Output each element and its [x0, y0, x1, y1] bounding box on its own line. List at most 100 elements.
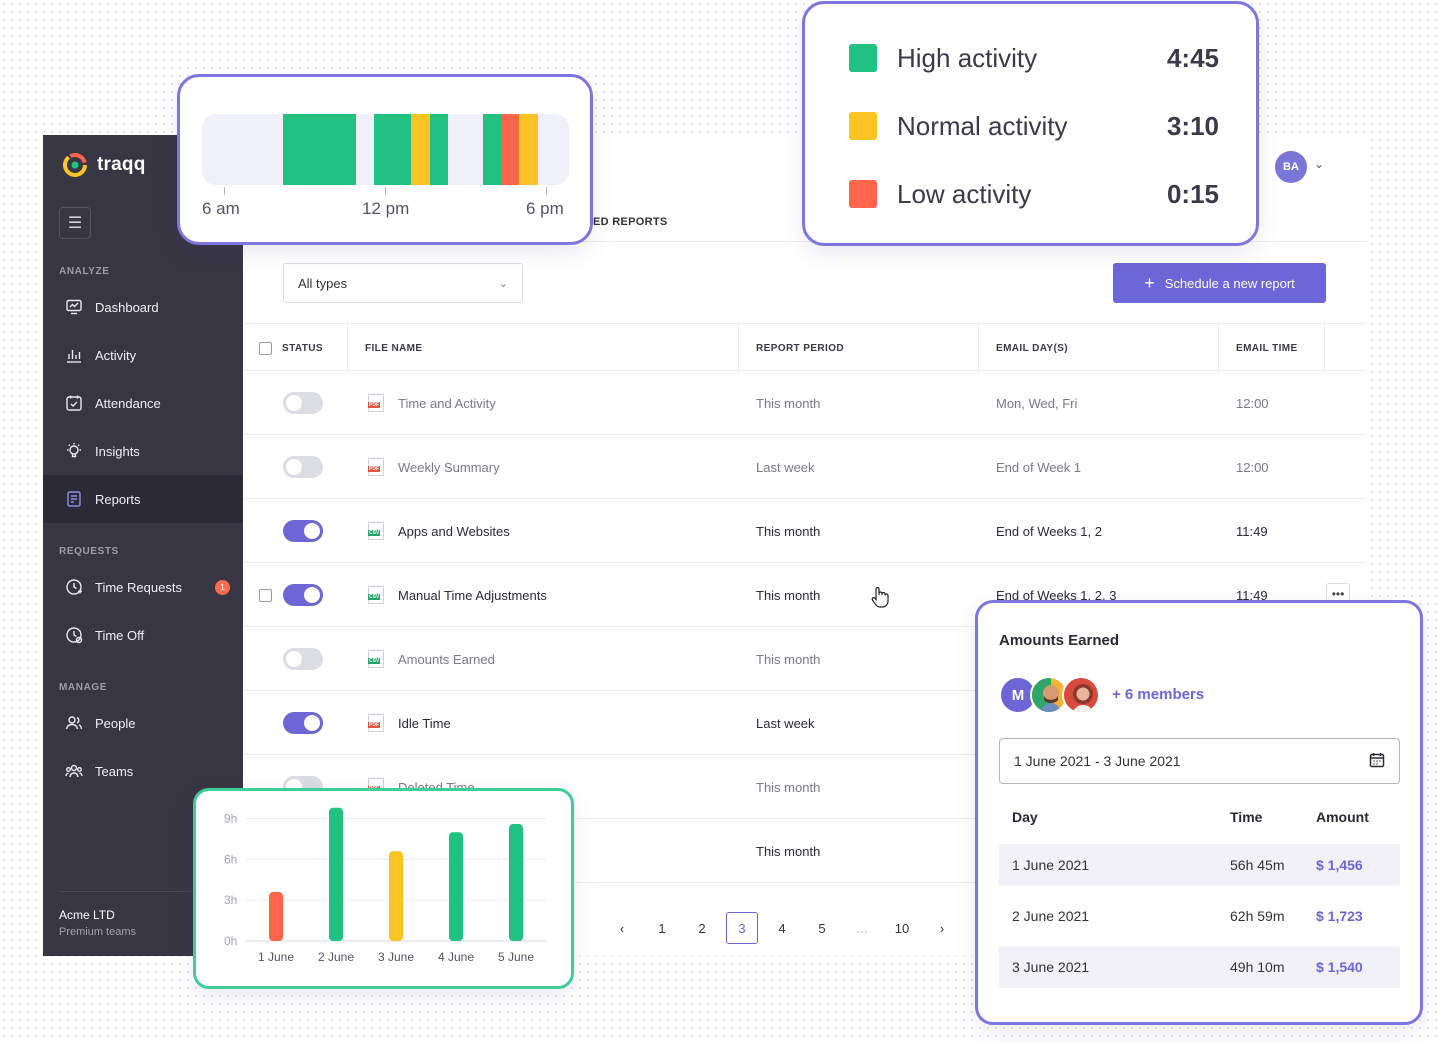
file-name-cell: CSV Amounts Earned	[368, 627, 495, 691]
app-name: traqq	[97, 154, 146, 175]
traqq-logo-icon	[61, 151, 89, 179]
page-number[interactable]: 1	[658, 920, 666, 936]
file-name[interactable]: Amounts Earned	[398, 651, 495, 667]
row-time: 62h 59m	[1230, 908, 1285, 924]
table-row[interactable]: PDF Idle Time Last week	[243, 691, 1366, 755]
clock-plus-icon	[65, 578, 83, 596]
header-day: Day	[1012, 809, 1038, 825]
page-number[interactable]: 3	[726, 912, 758, 944]
members-count-link[interactable]: + 6 members	[1112, 686, 1205, 703]
status-toggle[interactable]	[283, 648, 323, 670]
table-row[interactable]: CSV Apps and Websites This month End of Wee…	[243, 499, 1366, 563]
user-avatar[interactable]: BA	[1275, 151, 1307, 183]
pagination: ‹ 1 2 3 4 5... 10 ›	[606, 912, 966, 944]
select-all-checkbox[interactable]	[259, 341, 272, 355]
row-checkbox[interactable]	[259, 588, 272, 602]
date-range-input[interactable]: 1 June 2021 - 3 June 2021	[999, 738, 1400, 784]
table-body: PDF Time and Activity This month Mon, Wed, …	[243, 371, 1366, 883]
sidebar-item-insights[interactable]: Insights	[43, 427, 243, 475]
next-page-icon[interactable]: ›	[939, 920, 945, 936]
sidebar-item-label: Insights	[95, 443, 140, 459]
bar	[449, 832, 463, 941]
file-name[interactable]: Idle Time	[398, 715, 451, 731]
sidebar-item-reports[interactable]: Reports	[43, 475, 243, 523]
amounts-earned-card: Amounts Earned M + 6 members 1 June 2021…	[975, 600, 1423, 1025]
status-toggle[interactable]	[283, 712, 323, 734]
email-time-cell: 12:00	[1236, 459, 1269, 475]
sidebar-item-people[interactable]: People	[43, 699, 243, 747]
file-name[interactable]: Manual Time Adjustments	[398, 587, 547, 603]
logo[interactable]: traqq	[61, 151, 146, 179]
schedule-report-button[interactable]: + Schedule a new report	[1113, 263, 1326, 303]
header-file-name[interactable]: FILE NAME	[348, 324, 739, 372]
table-row[interactable]: PDF Weekly Summary Last week End of Week 1 1…	[243, 435, 1366, 499]
legend-swatch	[849, 180, 877, 208]
clock-off-icon	[65, 626, 83, 644]
file-name[interactable]: Weekly Summary	[398, 459, 500, 475]
status-toggle[interactable]	[283, 520, 323, 542]
report-period-cell: This month	[756, 651, 821, 667]
prev-page-icon[interactable]: ‹	[619, 920, 625, 936]
teams-icon	[65, 762, 83, 780]
tab-scheduled-reports[interactable]: ED REPORTS	[593, 216, 668, 228]
header-report-period[interactable]: REPORT PERIOD	[739, 324, 979, 372]
file-name[interactable]: Apps and Websites	[398, 523, 510, 539]
member-photo-avatar[interactable]	[1062, 676, 1100, 714]
hand-cursor-icon	[870, 586, 890, 613]
member-photo-avatar[interactable]	[1030, 676, 1068, 714]
timeline-segment	[429, 114, 448, 185]
date-range-value: 1 June 2021 - 3 June 2021	[1014, 753, 1181, 769]
sidebar-item-time-requests[interactable]: Time Requests 1	[43, 563, 243, 611]
status-toggle[interactable]	[283, 392, 323, 414]
timeline-label-start: 6 am	[202, 199, 240, 218]
sidebar-item-dashboard[interactable]: Dashboard	[43, 283, 243, 331]
report-icon	[65, 490, 83, 508]
header-email-time[interactable]: EMAIL TIME	[1219, 324, 1325, 372]
file-type-label: CSV	[368, 658, 381, 664]
sidebar-item-label: Time Requests	[95, 579, 182, 595]
email-days-cell: End of Week 1	[996, 459, 1082, 475]
bar-chart-icon	[65, 346, 83, 364]
email-time-cell: 11:49	[1236, 523, 1268, 539]
row-day: 1 June 2021	[1012, 857, 1090, 873]
table-row[interactable]: CSV Amounts Earned This month	[243, 627, 1366, 691]
status-toggle[interactable]	[283, 584, 323, 606]
pdf-file-icon: PDF	[368, 458, 384, 476]
page-number[interactable]: 2	[698, 920, 706, 936]
file-name-cell: CSV Manual Time Adjustments	[368, 563, 547, 627]
organization-info[interactable]: Acme LTD Premium teams	[59, 891, 227, 938]
file-type-label: PDF	[368, 402, 380, 408]
button-label: Schedule a new report	[1164, 275, 1295, 291]
sidebar-item-activity[interactable]: Activity	[43, 331, 243, 379]
chevron-down-icon[interactable]: ⌄	[1314, 157, 1325, 171]
file-name[interactable]: Time and Activity	[398, 395, 496, 411]
legend-value: 4:45	[1166, 42, 1219, 73]
sidebar-item-attendance[interactable]: Attendance	[43, 379, 243, 427]
email-time-cell: 12:00	[1236, 395, 1269, 411]
timeline-label-end: 6 pm	[526, 199, 564, 218]
y-tick-label: 9h	[224, 812, 237, 826]
report-type-select[interactable]: All types ⌄	[283, 263, 523, 303]
organization-plan: Premium teams	[59, 926, 137, 938]
file-name-cell: PDF Idle Time	[368, 691, 451, 755]
earnings-table: Day Time Amount 1 June 2021 56h 45m $ 1,…	[999, 799, 1400, 988]
activity-timeline-card: 6 am 12 pm 6 pm	[177, 74, 593, 245]
page-number[interactable]: 10	[894, 920, 910, 936]
sidebar-item-teams[interactable]: Teams	[43, 747, 243, 795]
earnings-row: 3 June 2021 49h 10m $ 1,540	[999, 946, 1400, 988]
page-number[interactable]: 4	[778, 920, 786, 936]
email-days-cell: End of Weeks 1, 2, 3	[996, 587, 1117, 603]
sidebar-item-time-off[interactable]: Time Off	[43, 611, 243, 659]
report-period-cell: This month	[756, 523, 821, 539]
calendar-icon[interactable]	[1369, 752, 1385, 771]
header-email-days[interactable]: EMAIL DAY(S)	[979, 324, 1219, 372]
page-number[interactable]: 5	[818, 920, 826, 936]
table-row[interactable]: PDF Time and Activity This month Mon, Wed, …	[243, 371, 1366, 435]
bar	[389, 851, 403, 941]
timeline-track	[202, 114, 569, 185]
hours-bar-chart-card: 9h 6h 3h 0h 1 June 2 June 3 June 4 June 5 June	[193, 788, 574, 989]
status-toggle[interactable]	[283, 456, 323, 478]
more-horizontal-icon[interactable]: •••	[1326, 583, 1350, 605]
hamburger-icon[interactable]: ☰	[59, 207, 91, 239]
legend-row-high: High activity 4:45	[849, 38, 1219, 78]
